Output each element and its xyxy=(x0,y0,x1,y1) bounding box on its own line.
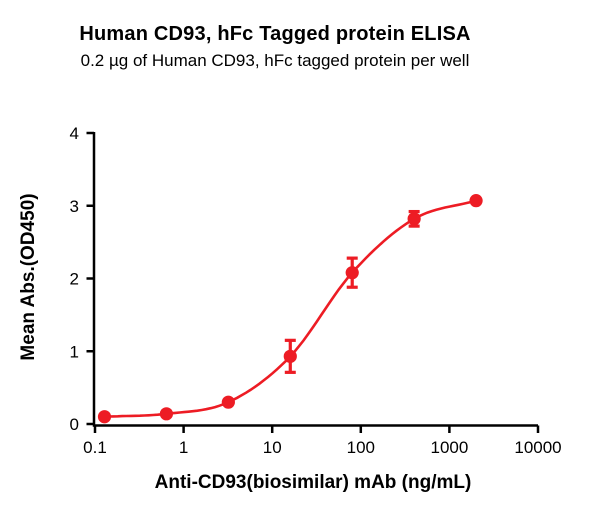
axis-lines xyxy=(92,132,538,427)
y-tick-label: 2 xyxy=(70,270,79,289)
x-axis-label: Anti-CD93(biosimilar) mAb (ng/mL) xyxy=(155,472,472,493)
data-point xyxy=(345,266,359,280)
x-tick-label: 0.1 xyxy=(83,438,107,457)
x-axis-tick-labels: 0.1 1 10 100 1000 10000 xyxy=(83,438,561,457)
x-tick-label: 1 xyxy=(179,438,188,457)
y-axis-ticks xyxy=(86,131,94,426)
y-tick-label: 0 xyxy=(70,415,79,434)
y-tick-label: 4 xyxy=(70,124,79,143)
y-tick-label: 3 xyxy=(70,197,79,216)
data-point xyxy=(221,395,235,409)
x-axis-ticks xyxy=(93,425,540,433)
data-point xyxy=(283,349,297,363)
fit-curve xyxy=(104,199,477,418)
data-point xyxy=(97,410,112,424)
y-axis-tick-labels: 0 1 2 3 4 xyxy=(70,124,79,434)
data-point xyxy=(469,194,483,208)
data-point xyxy=(159,407,174,421)
chart-title: Human CD93, hFc Tagged protein ELISA xyxy=(79,23,471,45)
chart-subtitle: 0.2 µg of Human CD93, hFc tagged protein… xyxy=(80,51,470,70)
error-bars xyxy=(284,209,420,374)
data-points xyxy=(97,194,483,424)
x-tick-label: 10 xyxy=(263,438,282,457)
x-tick-label: 100 xyxy=(347,438,375,457)
data-point xyxy=(407,212,421,226)
y-axis-label: Mean Abs.(OD450) xyxy=(18,193,39,360)
x-tick-label: 10000 xyxy=(514,438,561,457)
y-tick-label: 1 xyxy=(70,342,79,361)
x-tick-label: 1000 xyxy=(430,438,468,457)
